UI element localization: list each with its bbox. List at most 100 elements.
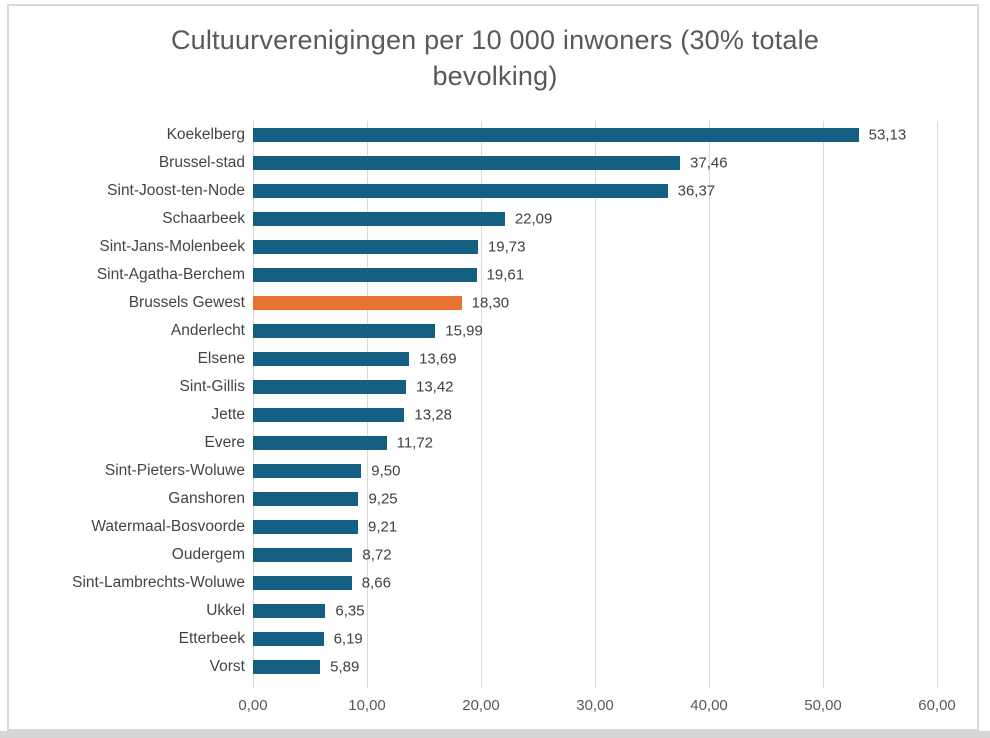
bar-value-label: 11,72 [396,434,434,452]
bar [253,184,668,198]
x-axis: 0,00 10,00 20,00 30,00 40,00 50,00 60,00 [238,697,955,717]
bar-track: 9,21 [253,513,937,541]
category-label: Elsene [197,350,245,367]
bar-row: Sint-Lambrechts-Woluwe 8,66 [0,569,990,597]
bar-value-label: 8,66 [361,574,391,592]
bar-track: 9,25 [253,485,937,513]
x-tick-label: 20,00 [462,697,500,714]
category-label: Brussels Gewest [128,294,245,311]
gridline [709,121,710,688]
bar-track: 8,66 [253,569,937,597]
bar [253,156,681,170]
bar [253,660,321,674]
bar-track: 37,46 [253,149,937,177]
bar-row: Watermaal-Bosvoorde 9,21 [0,513,990,541]
bar-track: 13,69 [253,345,937,373]
bar-value-label: 9,21 [367,518,398,536]
bar-track: 9,50 [253,457,937,485]
bar-value-label: 37,46 [690,154,728,172]
bar-value-label: 53,13 [868,126,907,144]
category-label: Koekelberg [166,126,245,143]
gridline [367,121,368,688]
x-tick-label: 60,00 [918,697,956,714]
bar-value-label: 13,28 [414,406,452,424]
bar-row: Vorst 5,89 [0,653,990,681]
bar-row: Brussel-stad 37,46 [0,149,990,177]
x-tick-label: 30,00 [576,697,614,714]
bar-track: 15,99 [253,317,937,345]
bar-row: Anderlecht 15,99 [0,317,990,345]
bar-highlight [253,296,462,310]
bar [253,352,410,366]
chart-frame [7,4,979,731]
category-label: Ganshoren [168,490,245,507]
bar-row: Oudergem 8,72 [0,541,990,569]
bar-value-label: 19,61 [486,266,525,284]
bar-track: 22,09 [253,205,937,233]
bar-track: 11,72 [253,429,937,457]
bar [253,128,859,142]
bar-row: Sint-Pieters-Woluwe 9,50 [0,457,990,485]
bar-value-label: 18,30 [471,294,510,312]
category-label: Vorst [209,658,245,675]
plot-area: Koekelberg 53,13 Brussel-stad 37,46 Sint-Joo… [0,121,990,731]
bar-value-label: 36,37 [677,182,716,200]
gridline [595,121,596,688]
bottom-strip [0,731,990,738]
bar-row: Koekelberg 53,13 [0,121,990,149]
bar-row: Etterbeek 6,19 [0,625,990,653]
bar-track: 13,28 [253,401,937,429]
bar [253,380,406,394]
bar-row: Schaarbeek 22,09 [0,205,990,233]
bar [253,436,387,450]
bar-track: 13,42 [253,373,937,401]
bar [253,604,326,618]
bar [253,212,505,226]
bar-track: 8,72 [253,541,937,569]
bar [253,520,358,534]
category-label: Ukkel [206,602,245,619]
bar-value-label: 13,42 [415,378,454,396]
gridline [937,121,938,688]
bar-row: Jette 13,28 [0,401,990,429]
bar [253,632,324,646]
category-label: Sint-Agatha-Berchem [96,266,245,283]
bar-row: Sint-Agatha-Berchem 19,61 [0,261,990,289]
bar-row: Ukkel 6,35 [0,597,990,625]
bar-row: Ganshoren 9,25 [0,485,990,513]
bar-value-label: 15,99 [445,322,483,340]
gridline [481,121,482,688]
bar-value-label: 6,19 [333,630,363,648]
bar-row: Sint-Joost-ten-Node 36,37 [0,177,990,205]
bar-track: 18,30 [253,289,937,317]
category-label: Sint-Jans-Molenbeek [99,238,245,255]
bar-track: 5,89 [253,653,937,681]
bar-rows: Koekelberg 53,13 Brussel-stad 37,46 Sint-Joo… [0,121,990,681]
category-label: Anderlecht [170,322,245,339]
bar-row: Sint-Gillis 13,42 [0,373,990,401]
bar-row: Brussels Gewest 18,30 [0,289,990,317]
bar [253,464,362,478]
bar [253,240,478,254]
category-label: Etterbeek [178,630,245,647]
category-label: Oudergem [171,546,245,563]
gridline [823,121,824,688]
bar-row: Elsene 13,69 [0,345,990,373]
bar-track: 6,35 [253,597,937,625]
x-tick-label: 0,00 [238,697,268,714]
x-tick-label: 50,00 [804,697,842,714]
category-label: Evere [204,434,246,451]
bar [253,408,405,422]
gridlines [253,121,938,688]
category-label: Sint-Pieters-Woluwe [104,462,245,479]
category-label: Schaarbeek [162,210,245,227]
bar-value-label: 5,89 [330,658,360,676]
bar-value-label: 22,09 [514,210,553,228]
bar [253,548,353,562]
bar-value-label: 13,69 [419,350,457,368]
bar [253,492,359,506]
category-label: Sint-Gillis [179,378,245,395]
bar-value-label: 9,25 [368,490,398,508]
bar-value-label: 9,50 [371,462,401,480]
